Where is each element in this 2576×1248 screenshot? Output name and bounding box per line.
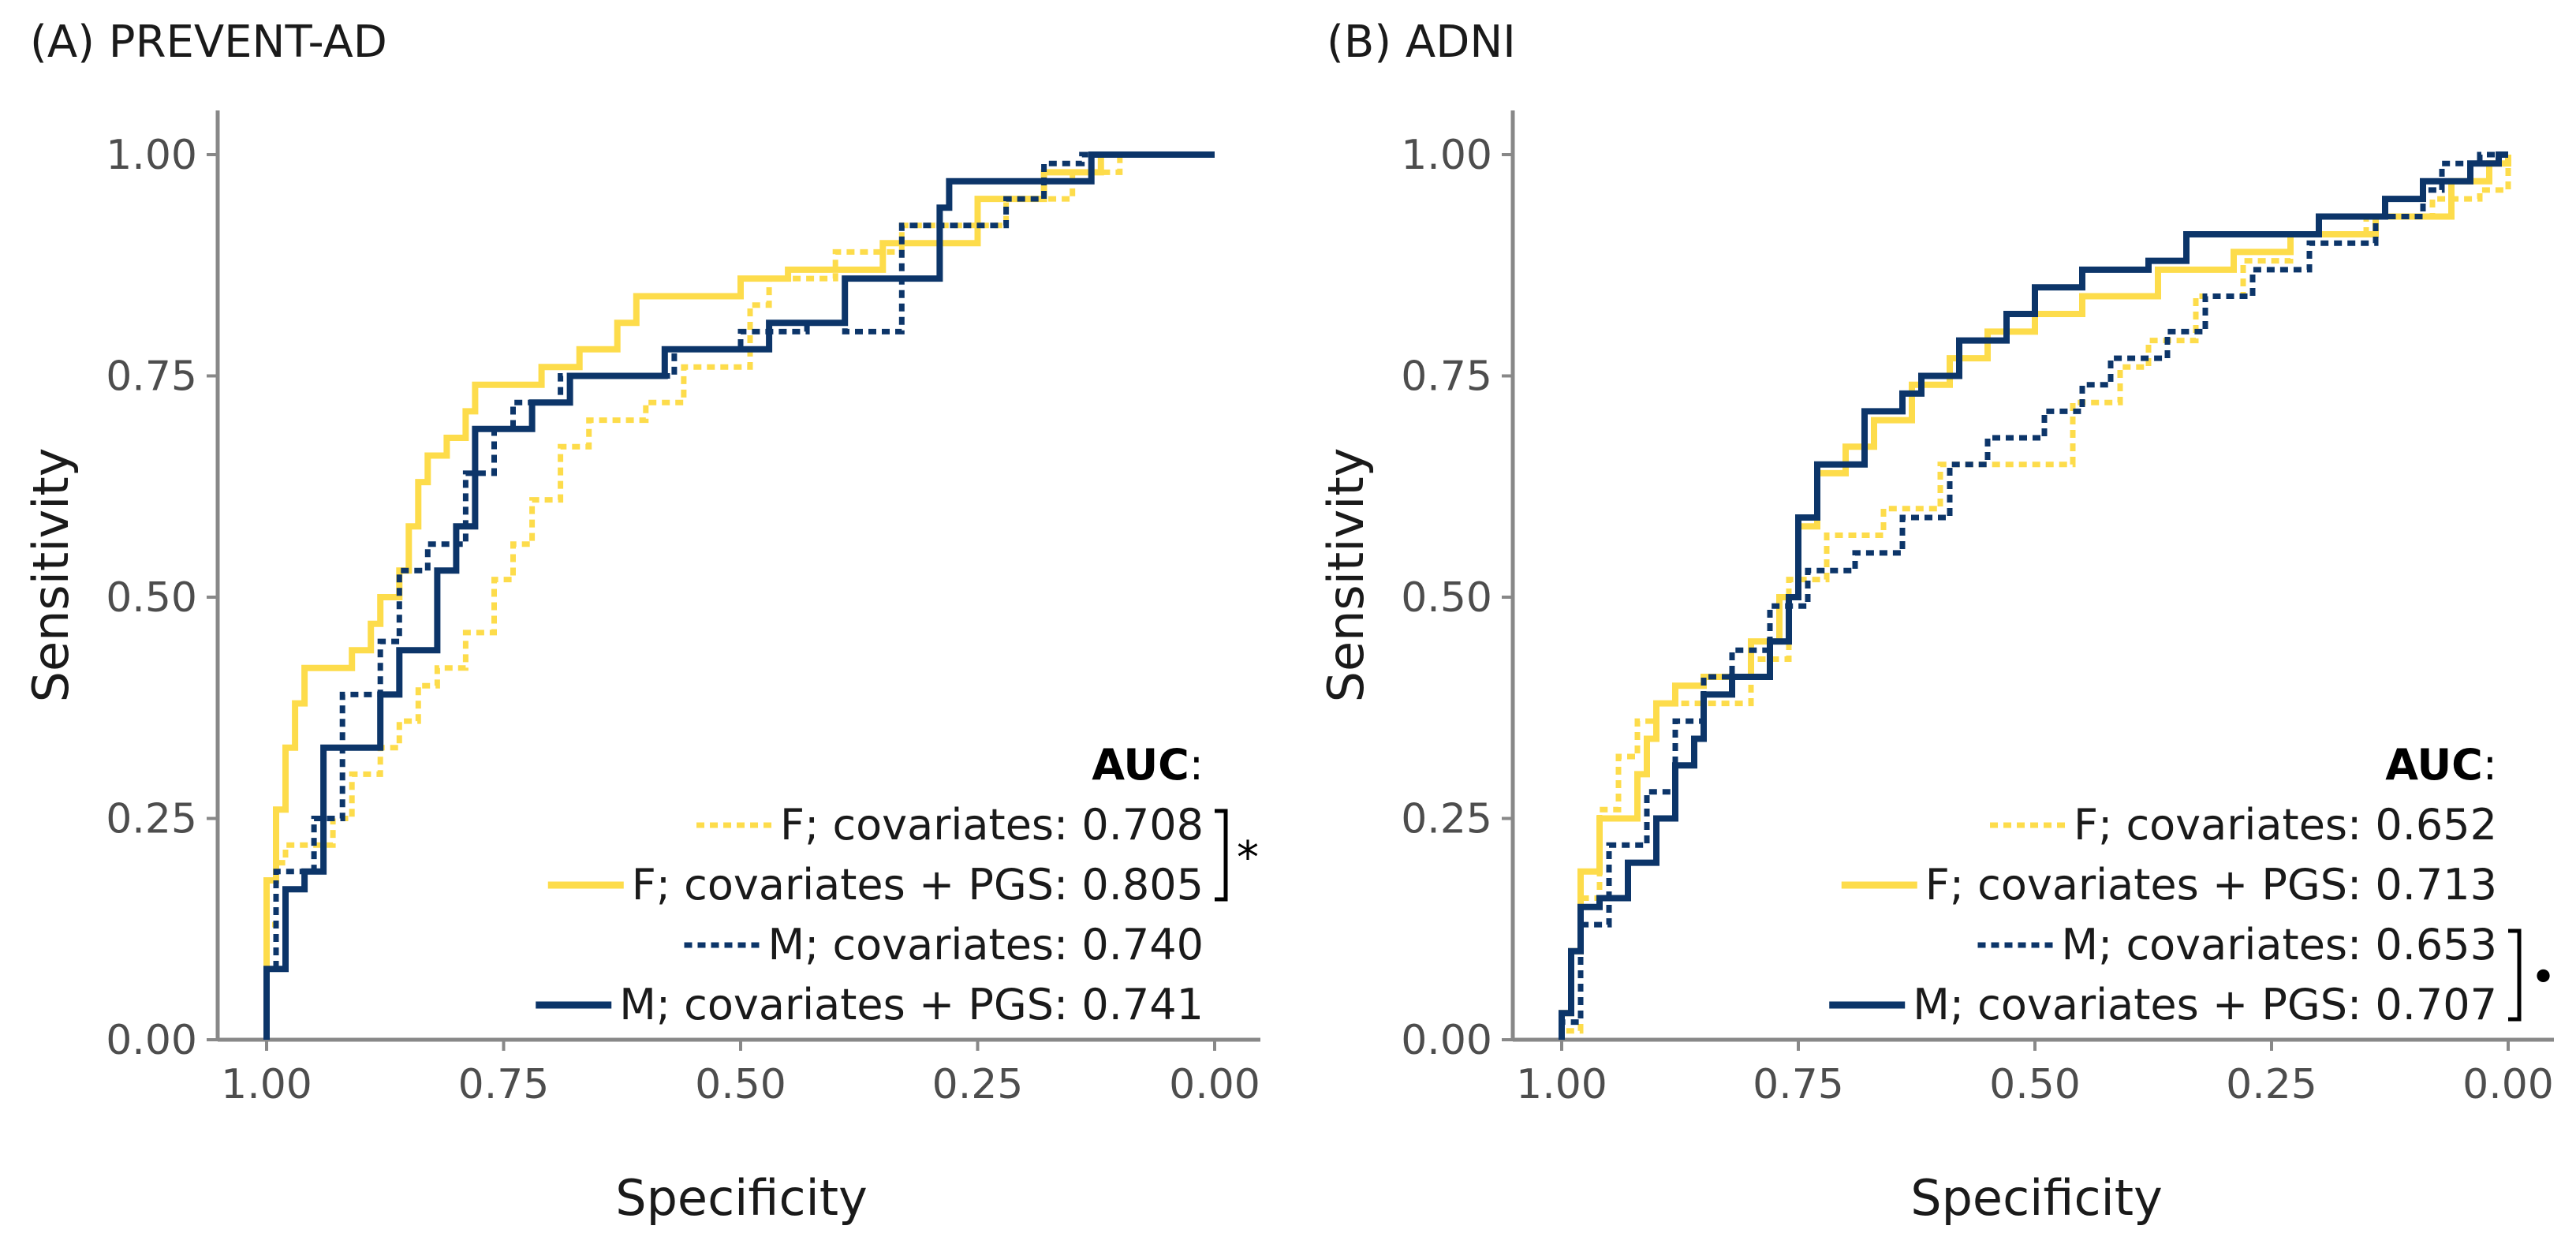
legend-label-3: M; covariates: 0.740 <box>768 920 1204 970</box>
x-tick-label: 0.00 <box>2462 1061 2554 1108</box>
y-tick-label: 0.25 <box>1401 796 1492 843</box>
roc-line-3 <box>1559 151 2508 1040</box>
significance-bracket <box>1215 809 1228 902</box>
y-tick-label: 0.00 <box>106 1017 197 1064</box>
significance-bracket <box>2508 929 2522 1022</box>
roc-line-3 <box>263 151 1215 1040</box>
legend-title: AUC: <box>1092 740 1204 790</box>
x-tick-label: 1.00 <box>221 1061 312 1108</box>
y-axis-title: Sensitivity <box>1317 448 1375 703</box>
y-tick-label: 1.00 <box>1401 132 1492 179</box>
x-tick-label: 1.00 <box>1516 1061 1607 1108</box>
x-tick-label: 0.25 <box>2226 1061 2317 1108</box>
legend-label-4: M; covariates + PGS: 0.741 <box>619 980 1204 1029</box>
legend-label-2: F; covariates + PGS: 0.713 <box>1925 860 2497 910</box>
significance-marker: • <box>2530 952 2556 1003</box>
legend-label-1: F; covariates: 0.708 <box>780 800 1204 850</box>
y-tick-label: 0.50 <box>1401 574 1492 622</box>
legend-label-2: F; covariates + PGS: 0.805 <box>632 860 1204 910</box>
chart-title: (A) PREVENT-AD <box>30 17 387 68</box>
x-tick-label: 0.75 <box>1753 1061 1844 1108</box>
x-tick-label: 0.50 <box>695 1061 786 1108</box>
y-tick-label: 0.50 <box>106 574 197 622</box>
x-tick-label: 0.25 <box>932 1061 1024 1108</box>
legend-label-1: F; covariates: 0.652 <box>2074 800 2497 850</box>
x-tick-label: 0.00 <box>1169 1061 1260 1108</box>
chart-title: (B) ADNI <box>1327 17 1516 68</box>
roc-line-4 <box>1559 151 2508 1040</box>
x-axis-title: Specificity <box>1910 1169 2163 1227</box>
y-tick-label: 0.25 <box>106 796 197 843</box>
y-axis-title: Sensitivity <box>22 448 80 703</box>
roc-line-2 <box>263 151 1215 1040</box>
roc-line-2 <box>1559 155 2511 1040</box>
x-tick-label: 0.75 <box>458 1061 550 1108</box>
significance-marker: * <box>1237 832 1259 884</box>
y-tick-label: 0.00 <box>1401 1017 1492 1064</box>
roc-line-4 <box>263 151 1215 1040</box>
y-tick-label: 0.75 <box>1401 353 1492 401</box>
legend-label-3: M; covariates: 0.653 <box>2062 920 2498 970</box>
x-tick-label: 0.50 <box>1989 1061 2081 1108</box>
chart-panel-a: (A) PREVENT-AD 0.00 0.25 0.50 0.75 1.00 1.00 0.… <box>22 17 1260 1227</box>
legend-label-4: M; covariates + PGS: 0.707 <box>1913 980 2497 1029</box>
y-tick-label: 1.00 <box>106 132 197 179</box>
chart-panel-b: (B) ADNI 0.00 0.25 0.50 0.75 1.00 1.00 0.75 0.50… <box>1317 17 2556 1227</box>
y-tick-label: 0.75 <box>106 353 197 401</box>
x-axis-title: Specificity <box>615 1169 868 1227</box>
legend-title: AUC: <box>2385 740 2497 790</box>
